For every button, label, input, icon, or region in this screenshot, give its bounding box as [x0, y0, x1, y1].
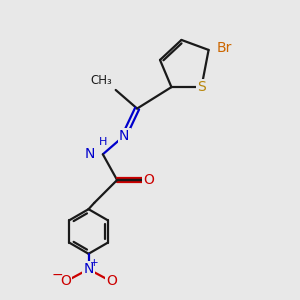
Text: −: −	[52, 268, 64, 282]
Text: O: O	[60, 274, 71, 289]
Text: N: N	[83, 262, 94, 276]
Text: CH₃: CH₃	[91, 74, 112, 86]
Text: O: O	[143, 173, 154, 187]
Text: S: S	[197, 80, 206, 94]
Text: O: O	[106, 274, 117, 289]
Text: N: N	[85, 147, 95, 161]
Text: H: H	[99, 137, 107, 147]
Text: Br: Br	[217, 41, 232, 55]
Text: +: +	[90, 258, 99, 268]
Text: N: N	[119, 129, 130, 143]
